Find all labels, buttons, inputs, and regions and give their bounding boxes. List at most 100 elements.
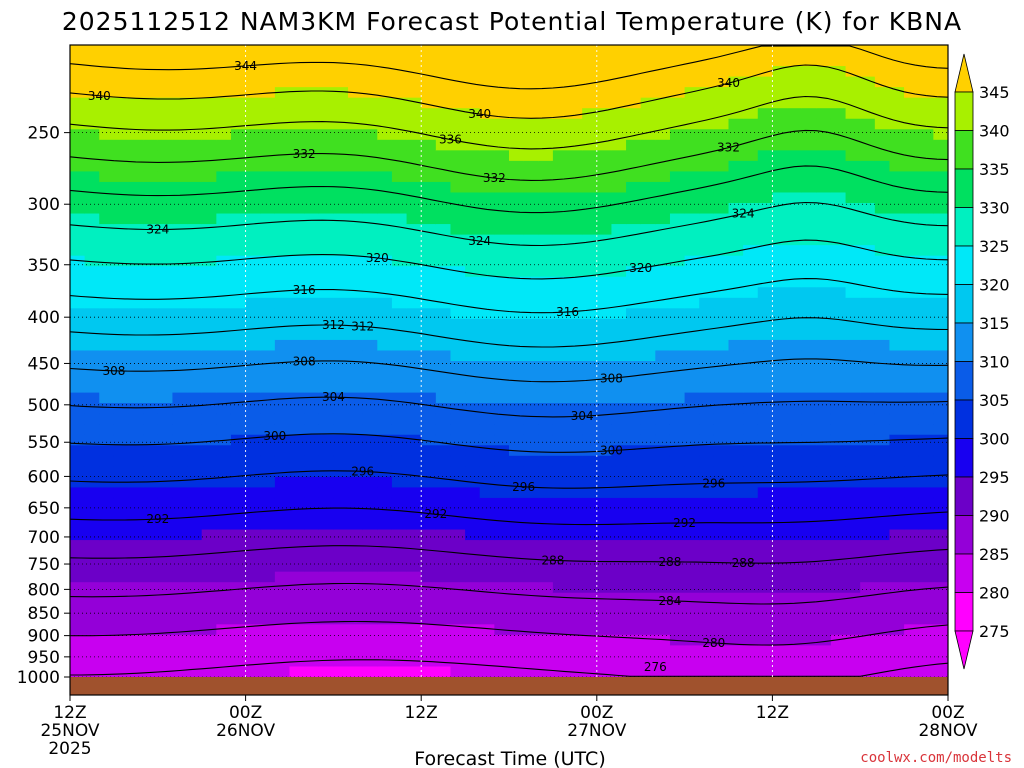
field-cell [377, 76, 393, 88]
field-cell [245, 666, 261, 678]
field-cell [421, 255, 437, 267]
field-cell [216, 382, 232, 394]
field-cell [494, 571, 510, 583]
field-cell [640, 87, 656, 99]
field-cell [845, 318, 861, 330]
field-cell [933, 540, 948, 552]
field-cell [684, 487, 700, 499]
field-cell [757, 413, 773, 425]
field-cell [304, 76, 320, 88]
field-cell [860, 655, 876, 668]
x-axis-label: Forecast Time (UTC) [414, 748, 605, 768]
field-cell [787, 508, 803, 520]
contour-line [70, 95, 948, 150]
field-cell [860, 466, 876, 478]
field-cell [626, 76, 642, 88]
field-cell [128, 403, 144, 415]
field-cell [640, 350, 656, 362]
field-cell [933, 392, 948, 404]
field-cell [699, 171, 715, 183]
field-cell [640, 666, 656, 678]
field-cell [552, 76, 569, 88]
field-cell [669, 529, 686, 541]
field-cell [684, 529, 700, 541]
field-cell [743, 634, 759, 646]
field-cell [509, 160, 525, 172]
field-cell [84, 139, 100, 151]
field-cell [904, 624, 920, 636]
field-cell [99, 160, 115, 172]
field-cell [801, 655, 817, 668]
field-cell [230, 45, 247, 57]
field-cell [933, 318, 948, 330]
field-cell [874, 234, 891, 246]
field-cell [450, 476, 466, 488]
field-cell [757, 318, 773, 330]
field-cell [421, 97, 437, 109]
field-cell [128, 87, 144, 99]
field-cell [406, 634, 422, 646]
field-cell [318, 634, 334, 646]
field-cell [128, 613, 144, 625]
field-cell [787, 497, 803, 510]
field-cell [772, 561, 788, 573]
field-cell [201, 529, 217, 541]
field-cell [260, 550, 276, 562]
field-cell [362, 424, 378, 436]
field-cell [304, 266, 320, 278]
field-cell [713, 171, 730, 183]
field-cell [816, 392, 832, 404]
field-cell [494, 455, 510, 467]
field-cell [816, 76, 832, 88]
field-cell [567, 108, 583, 120]
field-cell [70, 529, 86, 541]
field-cell [70, 592, 86, 604]
field-cell [362, 224, 378, 236]
field-cell [801, 540, 817, 552]
field-cell [611, 66, 627, 78]
field-cell [655, 519, 671, 531]
field-cell [99, 540, 115, 552]
field-cell [538, 392, 554, 404]
field-cell [230, 413, 247, 425]
field-cell [421, 203, 437, 215]
field-cell [479, 403, 495, 415]
field-cell [157, 203, 174, 215]
field-cell [70, 487, 86, 499]
field-cell [626, 108, 642, 120]
field-cell [743, 571, 759, 583]
field-cell [245, 118, 261, 130]
field-cell [889, 224, 905, 236]
field-cell [509, 308, 525, 320]
field-cell [669, 118, 686, 130]
field-cell [626, 529, 642, 541]
field-cell [289, 550, 305, 562]
field-cell [509, 318, 525, 330]
field-cell [201, 160, 217, 172]
field-cell [933, 466, 948, 478]
contour-label: 336 [439, 133, 462, 147]
field-cell [611, 224, 627, 236]
y-tick-label: 300 [28, 195, 60, 215]
field-cell [479, 213, 495, 225]
field-cell [699, 318, 715, 330]
field-cell [84, 108, 100, 120]
field-cell [743, 45, 759, 57]
field-cell [304, 350, 320, 362]
field-cell [201, 613, 217, 625]
field-cell [845, 87, 861, 99]
field-cell [143, 139, 159, 151]
field-cell [655, 634, 671, 646]
field-cell [904, 329, 920, 341]
field-cell [348, 192, 364, 204]
field-cell [904, 339, 920, 352]
field-cell [596, 139, 613, 151]
field-cell [70, 540, 86, 552]
field-cell [889, 624, 905, 636]
field-cell [728, 455, 744, 467]
field-cell [230, 540, 247, 552]
field-cell [289, 97, 305, 109]
field-cell [772, 392, 788, 404]
field-cell [435, 66, 452, 78]
colorbar-box [954, 322, 974, 362]
